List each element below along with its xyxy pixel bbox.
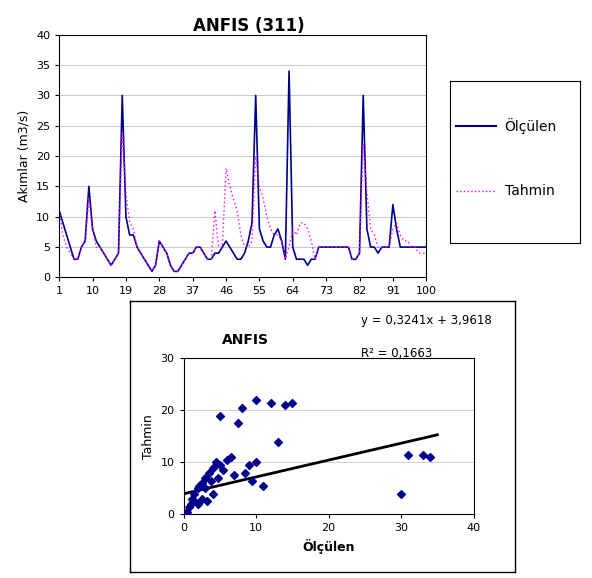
Point	[186, 499, 195, 509]
Point	[182, 507, 192, 517]
Point	[204, 468, 214, 477]
Tahmin	[411, 244, 419, 251]
Tahmin	[144, 262, 152, 269]
Ölçülen	[285, 68, 292, 75]
Point	[288, 398, 297, 407]
Point	[252, 395, 261, 405]
Point	[244, 460, 253, 469]
Tahmin	[149, 268, 156, 275]
Point	[208, 463, 217, 472]
Ölçülen	[249, 220, 256, 227]
Text: ANFIS: ANFIS	[222, 333, 269, 347]
Text: R² = 0,1663: R² = 0,1663	[361, 347, 432, 360]
Point	[247, 476, 257, 486]
Point	[197, 479, 207, 488]
Ölçülen	[278, 238, 285, 244]
Tahmin	[118, 128, 126, 135]
Text: Tahmin: Tahmin	[504, 184, 554, 198]
Ölçülen	[149, 268, 156, 275]
Point	[188, 494, 197, 503]
Tahmin	[423, 250, 430, 257]
Line: Tahmin: Tahmin	[59, 132, 426, 271]
Point	[226, 453, 236, 462]
Point	[230, 470, 239, 480]
Point	[233, 419, 243, 428]
X-axis label: Aylar: Aylar	[225, 302, 260, 315]
Tahmin	[252, 153, 259, 160]
Point	[273, 437, 282, 446]
Point	[266, 398, 275, 407]
Point	[201, 484, 210, 493]
Point	[189, 489, 199, 498]
Point	[197, 494, 207, 503]
Point	[281, 401, 290, 410]
Y-axis label: Akımlar (m3/s): Akımlar (m3/s)	[18, 110, 31, 202]
Point	[195, 481, 204, 490]
Point	[418, 450, 427, 459]
Ölçülen	[423, 244, 430, 251]
Ölçülen	[411, 244, 419, 251]
Point	[189, 497, 199, 506]
Point	[223, 455, 232, 465]
Ölçülen	[126, 231, 133, 238]
Tahmin	[282, 255, 289, 262]
Point	[208, 489, 217, 498]
Point	[215, 411, 224, 420]
Ölçülen	[400, 244, 407, 251]
Point	[252, 458, 261, 467]
Ölçülen	[141, 255, 148, 262]
Text: Ölçülen: Ölçülen	[504, 118, 557, 134]
Point	[218, 466, 228, 475]
Point	[240, 468, 250, 477]
Tahmin	[130, 225, 137, 232]
Point	[215, 460, 224, 469]
Point	[259, 481, 268, 490]
Point	[207, 476, 216, 486]
Point	[185, 502, 194, 512]
Point	[193, 484, 202, 493]
Tahmin	[56, 208, 63, 214]
Point	[202, 497, 211, 506]
Point	[214, 473, 223, 483]
Point	[193, 499, 202, 509]
Text: ANFIS (311): ANFIS (311)	[193, 17, 304, 35]
Point	[201, 473, 210, 483]
Point	[426, 453, 435, 462]
Line: Ölçülen: Ölçülen	[59, 71, 426, 271]
Point	[404, 450, 413, 459]
Point	[211, 458, 221, 467]
Point	[237, 403, 246, 413]
Y-axis label: Tahmin: Tahmin	[142, 414, 155, 459]
Ölçülen	[56, 208, 63, 214]
X-axis label: Ölçülen: Ölçülen	[303, 539, 355, 554]
Point	[397, 489, 406, 498]
Tahmin	[400, 238, 407, 244]
Text: y = 0,3241x + 3,9618: y = 0,3241x + 3,9618	[361, 314, 492, 327]
